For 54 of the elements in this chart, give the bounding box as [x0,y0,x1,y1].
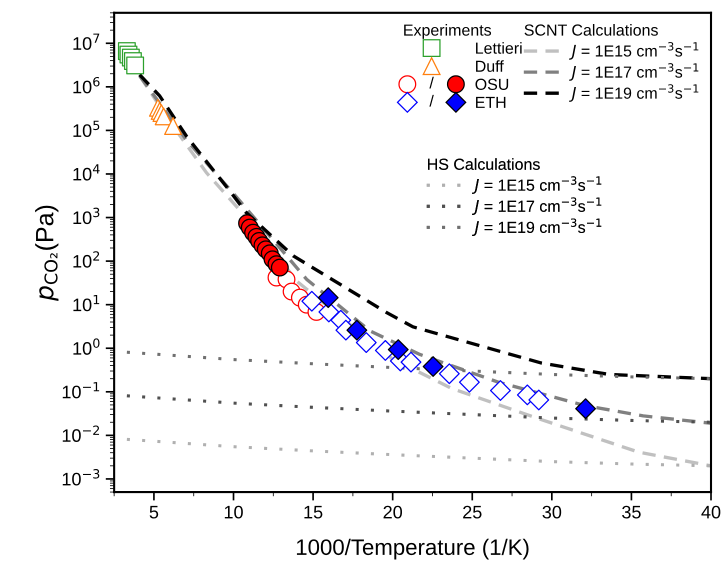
point [164,117,182,135]
y-tick-label: 10$^{2}$ [73,251,100,268]
legend-label: OSU [475,78,508,90]
annotation: / [429,94,434,107]
legend-label: J = 1E17 cm$^{−3}$s$^{−1}$ [472,197,602,215]
legend-label: J = 1E19 cm$^{−3}$s$^{−1}$ [569,84,698,102]
text: HS Calculations [428,158,540,170]
y-tick-label: 10$^{1}$ [73,294,100,312]
legend-label: J = 1E19 cm$^{−3}$s$^{−1}$ [472,218,602,236]
point [438,363,460,384]
y-tick-label: 10$^{0}$ [73,338,100,355]
x-tick-label: 40 [701,506,720,519]
point [490,380,511,401]
point [458,372,480,393]
x-tick-label: 25 [463,506,482,519]
x-tick-label: 5 [150,506,158,519]
x-tick-label: 30 [542,506,562,519]
text: SCNT Calculations [524,24,658,36]
y-tick-label: 10$^{5}$ [73,120,100,138]
point [356,332,377,354]
point [346,320,368,341]
x-tick-label: 35 [622,506,641,519]
legend-label: J = 1E15 cm$^{−3}$s$^{−1}$ [472,176,602,194]
y-tick-label: 10$^{−1}$ [62,382,100,398]
text: Experiments [404,24,492,39]
y-tick-label: 10$^{6}$ [73,76,100,94]
y-tick-label: 10$^{7}$ [73,34,100,50]
y-tick-label: 10$^{3}$ [73,208,100,224]
annotation: / [429,76,434,89]
point [388,339,409,360]
point [400,352,422,373]
point [301,290,322,312]
legend-label: Duff [476,60,504,72]
point [270,258,289,277]
point [154,107,173,126]
point [126,56,144,74]
point [422,356,444,377]
x-tick-label: 15 [304,506,322,519]
y-tick-label: 10$^{−3}$ [62,469,100,486]
point [575,398,596,420]
y-tick-label: 10$^{4}$ [73,164,100,181]
x-axis-title: 1000/Temperature (1/K) [296,538,529,560]
y-axis-title: p$_{CO₂}$(Pa) [35,206,58,302]
legend-label: Lettieri [476,42,522,54]
legend-label: ETH [476,96,506,108]
y-tick-label: 10$^{−2}$ [62,425,100,442]
legend-label: J = 1E17 cm$^{−3}$s$^{−1}$ [569,63,698,81]
line-series [125,394,712,424]
line-series [125,438,712,468]
x-tick-label: 10 [224,506,243,519]
point [318,287,339,308]
point [528,390,550,410]
x-tick-label: 20 [384,506,402,519]
legend-label: J = 1E15 cm$^{−3}$s$^{−1}$ [569,42,698,60]
